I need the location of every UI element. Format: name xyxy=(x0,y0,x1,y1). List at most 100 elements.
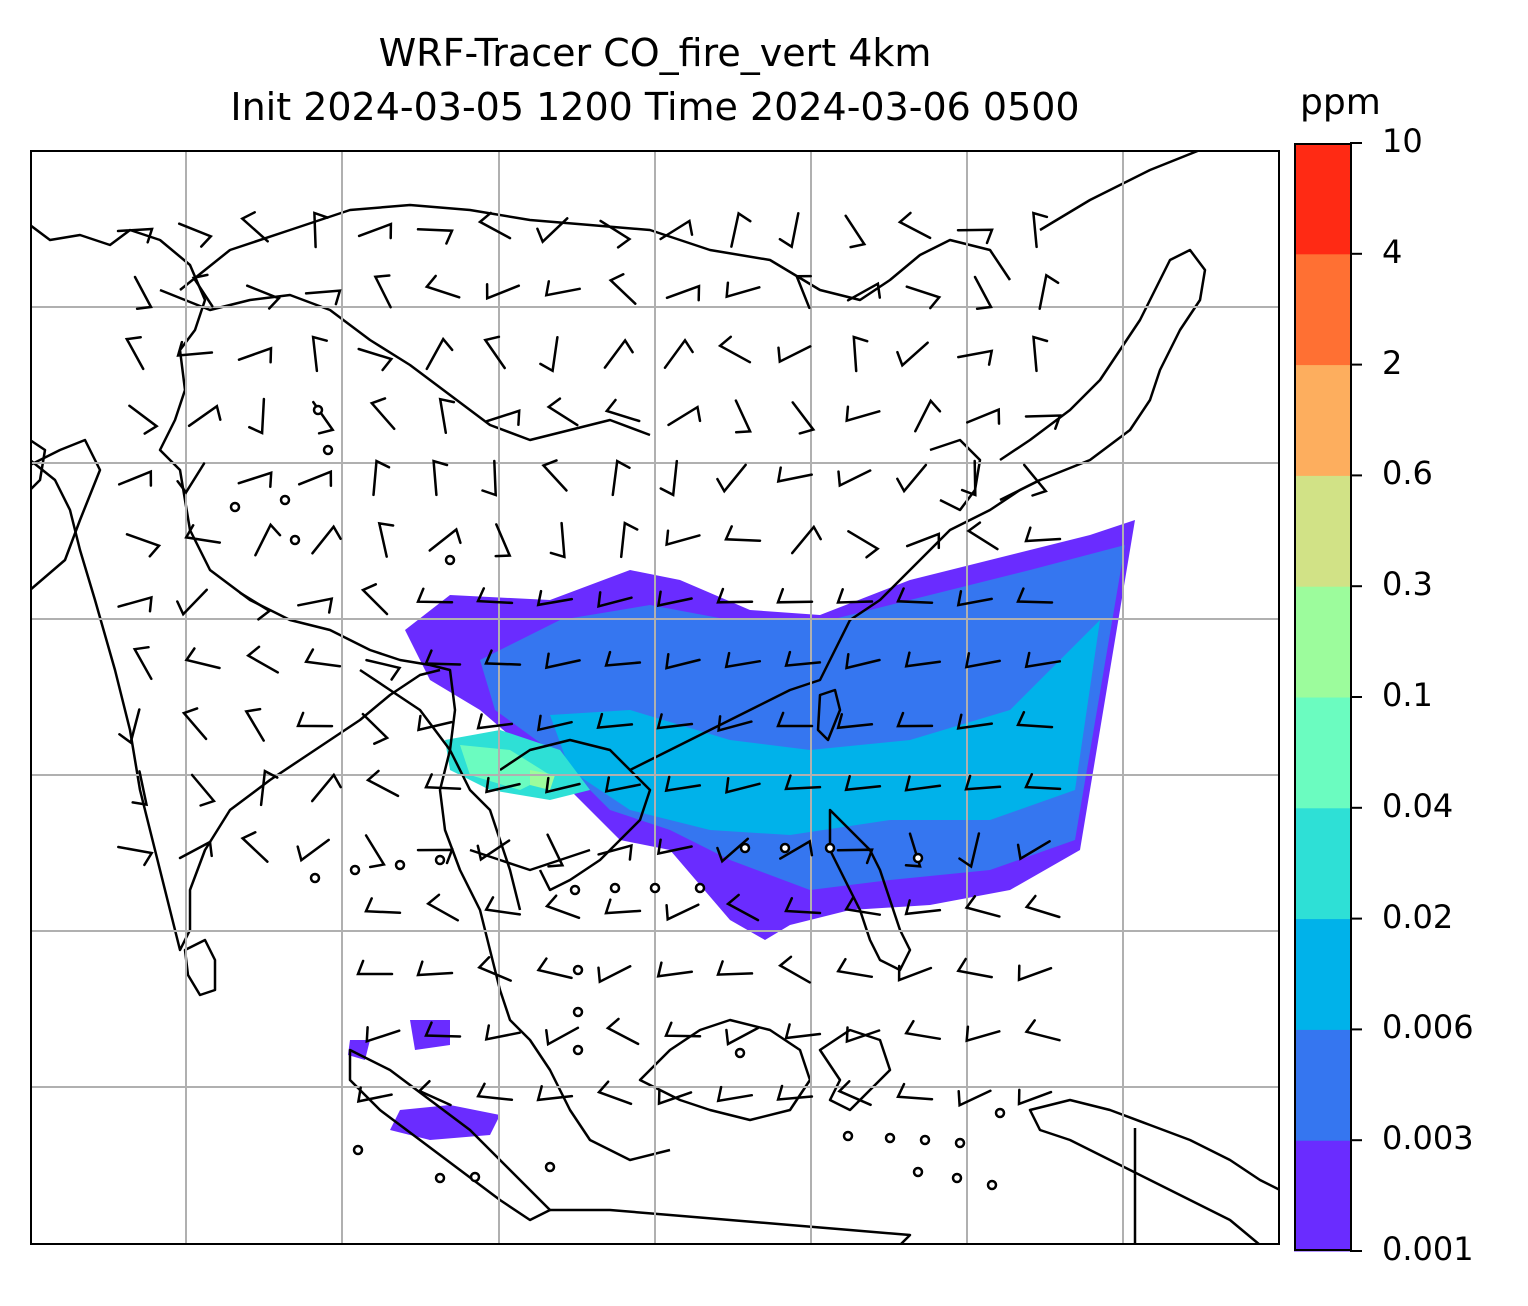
wind-barb xyxy=(369,397,396,431)
coastline-himalaya-border xyxy=(159,288,651,442)
wind-barb xyxy=(836,713,874,730)
wind-barb xyxy=(417,714,453,732)
wind-barb xyxy=(424,773,462,791)
wind-barb xyxy=(546,833,565,868)
wind-barb xyxy=(546,397,579,427)
wind-barb xyxy=(904,775,942,792)
wind-barb xyxy=(549,521,566,559)
wind-barb xyxy=(716,1085,754,1103)
calm-wind-marker xyxy=(779,842,791,854)
wind-barb xyxy=(476,1082,514,1102)
wind-barb xyxy=(777,955,812,984)
wind-barb xyxy=(964,774,1002,791)
wind-barb xyxy=(779,839,814,860)
coastline-gulf-thailand xyxy=(469,848,591,872)
wind-barb xyxy=(311,524,342,555)
wind-barb xyxy=(1024,773,1062,791)
calm-wind-marker xyxy=(739,842,751,854)
wind-barb xyxy=(244,707,265,742)
wind-barb xyxy=(847,530,880,559)
wind-barb xyxy=(177,222,213,248)
wind-barb xyxy=(296,711,334,728)
coastline-srilanka xyxy=(183,938,217,997)
calm-wind-marker xyxy=(842,1130,854,1142)
wind-barb xyxy=(245,284,281,310)
wind-barb xyxy=(837,469,872,488)
wind-barb xyxy=(373,274,392,309)
wind-barb xyxy=(483,335,506,370)
wind-barb xyxy=(297,469,333,487)
wind-barb xyxy=(776,711,814,728)
wind-barb xyxy=(960,459,977,497)
calm-wind-marker xyxy=(912,1166,924,1178)
calm-wind-marker xyxy=(694,882,706,894)
wind-barb xyxy=(416,848,454,865)
wind-barb xyxy=(956,713,994,730)
wind-barb xyxy=(237,471,273,489)
wind-barb xyxy=(124,336,145,371)
wind-barb xyxy=(485,409,521,427)
wind-barb xyxy=(176,588,209,617)
wind-barb xyxy=(477,211,512,240)
gridlines xyxy=(30,150,1280,1245)
wind-barb xyxy=(604,898,642,915)
wind-barb xyxy=(717,335,752,364)
wind-barb xyxy=(966,521,999,551)
coastline-korea xyxy=(929,438,982,512)
wind-barb xyxy=(604,650,642,667)
wind-barb xyxy=(1017,1088,1053,1106)
wind-barb xyxy=(837,1080,872,1107)
wind-barb xyxy=(133,275,153,310)
wind-barbs xyxy=(116,211,1062,1191)
calm-wind-marker xyxy=(824,842,836,854)
wind-barb xyxy=(659,459,679,497)
calm-wind-marker xyxy=(609,882,621,894)
wind-barb xyxy=(544,652,581,670)
wind-barb xyxy=(603,338,634,369)
wind-barb xyxy=(432,459,449,497)
wind-barb xyxy=(964,652,1001,669)
wind-barb xyxy=(240,831,269,863)
calm-wind-marker xyxy=(951,1172,963,1184)
wind-barb xyxy=(1016,587,1054,604)
wind-barb xyxy=(725,893,760,922)
wind-barb xyxy=(1024,526,1062,543)
coastline-sea-mainland xyxy=(429,663,671,1162)
wind-barb xyxy=(724,651,762,669)
wind-barb xyxy=(536,1085,574,1102)
wind-barb xyxy=(604,776,641,793)
wind-barb xyxy=(734,399,752,434)
wind-barb xyxy=(604,398,641,423)
calm-wind-marker xyxy=(434,854,446,866)
wind-barb xyxy=(428,527,462,552)
colorbar-segment xyxy=(1294,1029,1352,1141)
wind-barb xyxy=(784,650,822,668)
wind-barb xyxy=(357,222,393,240)
wind-barb xyxy=(424,649,462,666)
wind-barb xyxy=(248,397,266,435)
wind-barb xyxy=(597,591,633,608)
calm-wind-marker xyxy=(312,404,324,416)
wind-barb xyxy=(716,960,754,976)
calm-wind-marker xyxy=(919,1134,931,1146)
wind-barb xyxy=(184,647,221,670)
colorbar-tick-label: 2 xyxy=(1382,343,1403,382)
wind-barb xyxy=(717,715,753,733)
coastline-java xyxy=(550,1208,912,1245)
map-title-line-1: WRF-Tracer CO_fire_vert 4km xyxy=(378,31,932,75)
wind-barb xyxy=(536,589,574,607)
wind-barb xyxy=(956,228,994,245)
wind-barb xyxy=(784,1023,822,1040)
wind-barb xyxy=(181,707,208,741)
wind-barb xyxy=(846,281,882,302)
wind-barb xyxy=(485,776,521,794)
colorbar-tick-label: 0.04 xyxy=(1382,786,1454,825)
wind-barb xyxy=(904,651,942,668)
coastline-sumatra xyxy=(348,1048,552,1222)
wind-barb xyxy=(1024,651,1062,669)
wind-barb xyxy=(716,463,747,494)
calm-wind-marker xyxy=(734,1047,746,1059)
wind-barb xyxy=(416,228,454,245)
wind-barb xyxy=(484,896,522,916)
plume-patch-south-3 xyxy=(348,1040,370,1060)
